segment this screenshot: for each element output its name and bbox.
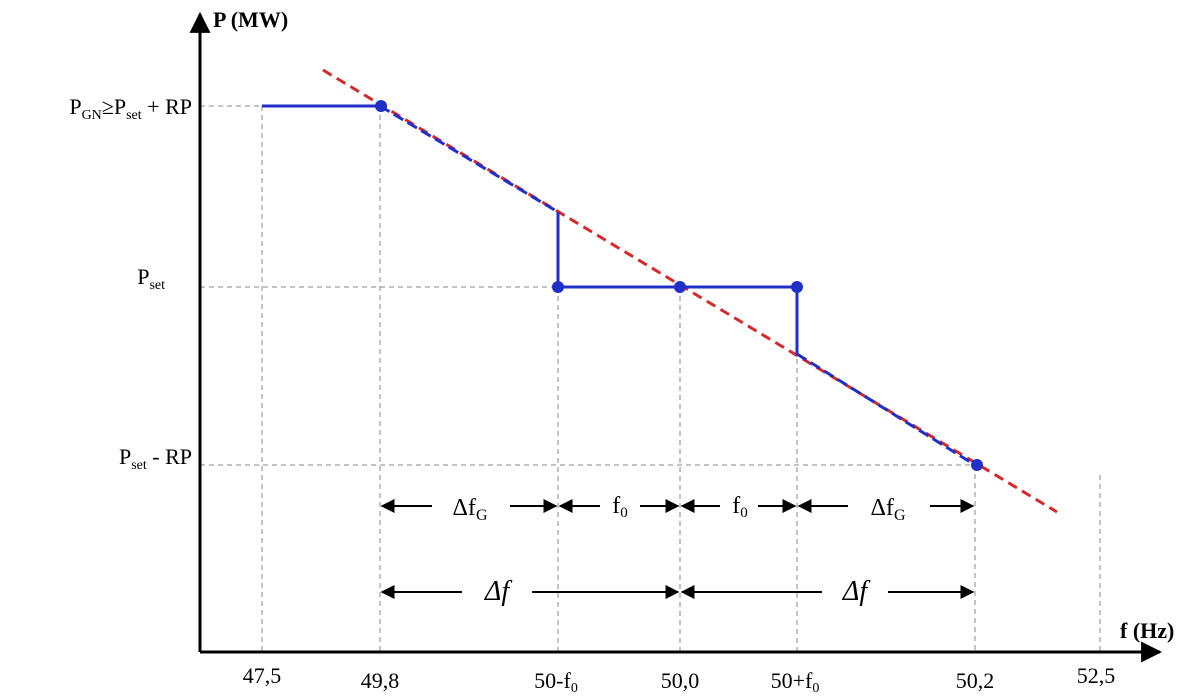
power-characteristic: [262, 104, 976, 467]
point-500: [674, 281, 686, 293]
y-label-min: Pset - RP: [119, 444, 192, 473]
x-axis-title: f (Hz): [1120, 618, 1174, 643]
point-50mf0: [552, 281, 564, 293]
point-502: [971, 459, 983, 471]
x-tick-500: 50,0: [661, 668, 700, 693]
x-tick-50mf0: 50-f0: [534, 668, 578, 696]
label-df-right: Δf: [842, 576, 870, 607]
point-498: [375, 100, 387, 112]
x-tick-labels: 47,5 49,8 50-f0 50,0 50+f0 50,2 52,5: [243, 663, 1116, 696]
guide-lines: [200, 105, 1101, 652]
x-tick-525: 52,5: [1077, 663, 1116, 688]
x-tick-475: 47,5: [243, 663, 282, 688]
y-label-max: PGN≥Pset + RP: [69, 94, 192, 123]
label-dfg-right: ΔfG: [871, 495, 906, 524]
label-df-left: Δf: [484, 576, 512, 607]
characteristic-droop-upper: [379, 104, 559, 214]
characteristic-points: [375, 100, 983, 471]
y-axis-title: P (MW): [213, 7, 288, 32]
label-f0-right: f0: [732, 493, 748, 521]
interval-labels-2: Δf Δf: [484, 576, 870, 607]
label-f0-left: f0: [612, 493, 628, 521]
x-tick-50pf0: 50+f0: [771, 668, 820, 696]
point-50pf0: [791, 281, 803, 293]
x-tick-502: 50,2: [956, 668, 995, 693]
y-label-pset: Pset: [137, 264, 165, 293]
characteristic-droop-lower: [796, 352, 976, 467]
label-dfg-left: ΔfG: [453, 495, 488, 524]
interval-labels-1: ΔfG f0 f0 ΔfG: [453, 493, 906, 524]
x-tick-498: 49,8: [361, 668, 400, 693]
droop-line: [322, 68, 1058, 514]
